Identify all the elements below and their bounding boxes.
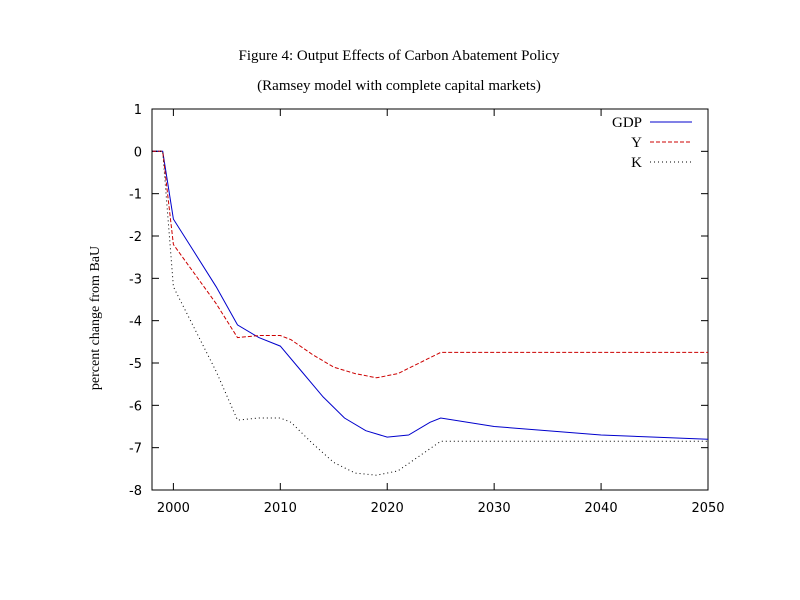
x-tick-label: 2050: [691, 501, 724, 516]
y-tick-label: -5: [129, 357, 142, 372]
chart-title: Figure 4: Output Effects of Carbon Abate…: [239, 48, 560, 64]
legend-label-y: Y: [631, 135, 642, 151]
series-line-y: [152, 150, 708, 379]
y-tick-label: -2: [129, 230, 142, 245]
y-tick-label: -4: [129, 315, 142, 330]
x-tick-label: 2020: [371, 501, 404, 516]
plot-area: 1 0 -1 -2 -3 -4 -5 -6 -7 -8 2000 2010 2020 2030 2040 20…: [129, 103, 725, 516]
x-tick-label: 2040: [585, 501, 618, 516]
y-tick-label: 0: [134, 145, 142, 160]
series-line-gdp: [152, 150, 709, 440]
legend-label-k: K: [631, 155, 642, 171]
legend-label-gdp: GDP: [612, 115, 642, 131]
plot-frame: [151, 108, 709, 491]
chart-subtitle: (Ramsey model with complete capital mark…: [257, 78, 541, 94]
x-tick-label: 2000: [157, 501, 190, 516]
y-tick-label: -6: [129, 399, 142, 414]
y-tick-label: -3: [129, 272, 142, 287]
x-tick-label: 2010: [264, 501, 297, 516]
y-tick-label: -8: [129, 484, 142, 499]
y-tick-label: -1: [129, 188, 142, 203]
y-tick-label: 1: [134, 103, 142, 118]
series-line-k: [152, 150, 708, 476]
y-axis-label: percent change from BaU: [88, 246, 103, 390]
x-tick-label: 2030: [478, 501, 511, 516]
y-tick-label: -7: [129, 442, 142, 457]
